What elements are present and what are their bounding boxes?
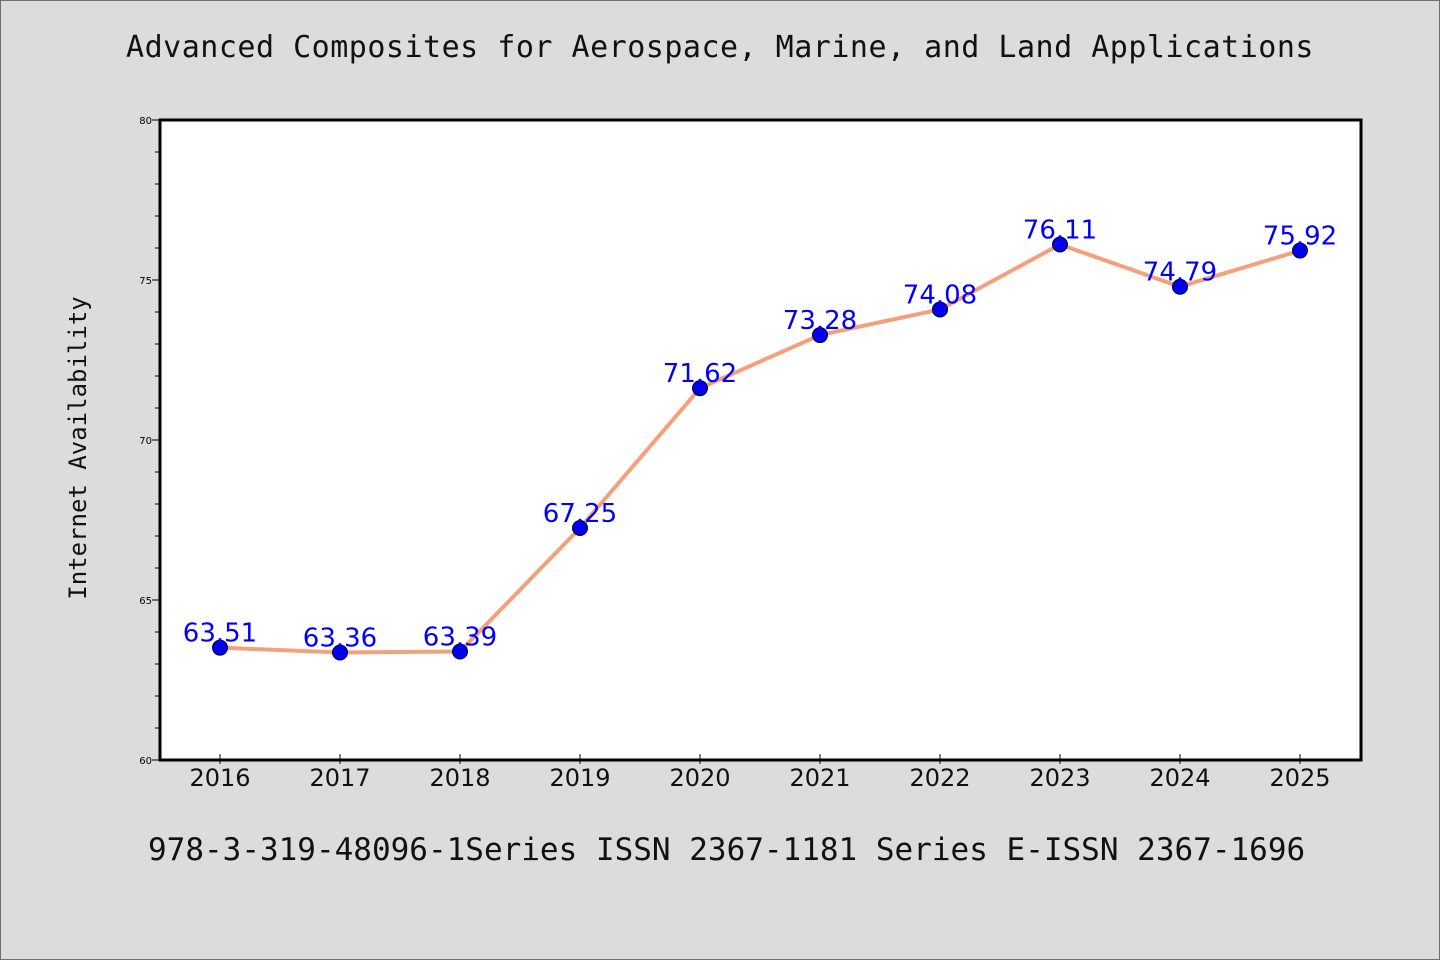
data-label: 67.25 — [543, 499, 617, 529]
x-tick-label: 2016 — [189, 764, 250, 792]
data-label: 63.51 — [183, 619, 257, 649]
data-point — [1292, 242, 1308, 259]
plot-area — [158, 118, 1363, 762]
y-tick-label: 65 — [139, 596, 152, 607]
y-tick-label: 70 — [139, 436, 152, 447]
data-point — [212, 639, 228, 656]
series-line — [218, 242, 1302, 655]
data-label: 76.11 — [1023, 215, 1097, 245]
data-label: 73.28 — [783, 306, 857, 336]
data-point — [452, 643, 468, 660]
data-label: 74.79 — [1143, 258, 1217, 288]
x-tick-label: 2022 — [909, 764, 970, 792]
y-tick-label: 75 — [139, 276, 152, 287]
data-point — [812, 327, 828, 344]
x-tick-label: 2018 — [429, 764, 490, 792]
x-axis: 2016 2017 2018 2019 2020 2021 2022 2023 2024 2025 — [189, 754, 1331, 792]
x-tick-label: 2020 — [669, 764, 730, 792]
x-tick-label: 2024 — [1149, 764, 1210, 792]
footer-isbn-text: 978-3-319-48096-1Series ISSN 2367-1181 S… — [148, 832, 1306, 868]
data-label: 74.08 — [903, 280, 977, 310]
x-tick-label: 2025 — [1269, 764, 1330, 792]
x-tick-label: 2017 — [309, 764, 370, 792]
x-tick-label: 2019 — [549, 764, 610, 792]
y-tick-label: 80 — [139, 116, 152, 127]
data-label: 63.39 — [423, 623, 497, 653]
data-point — [1172, 278, 1188, 295]
y-axis-label: Internet Availability — [64, 296, 92, 599]
data-label: 71.62 — [663, 359, 737, 389]
series-group — [212, 236, 1308, 661]
data-point — [332, 644, 348, 661]
data-point — [932, 301, 948, 318]
data-label: 63.36 — [303, 623, 377, 653]
data-labels: 63.51 63.36 63.39 67.25 71.62 73.28 74.08 76.11… — [183, 215, 1337, 653]
y-tick-label: 60 — [139, 756, 152, 767]
x-tick-label: 2021 — [789, 764, 850, 792]
data-point — [572, 520, 588, 536]
x-tick-label: 2023 — [1029, 764, 1090, 792]
chart-title: Advanced Composites for Aerospace, Marin… — [126, 30, 1314, 65]
data-point — [1052, 236, 1068, 253]
data-point — [692, 380, 708, 397]
data-label: 75.92 — [1263, 222, 1337, 252]
y-axis: 60 65 70 75 80 — [139, 116, 160, 767]
